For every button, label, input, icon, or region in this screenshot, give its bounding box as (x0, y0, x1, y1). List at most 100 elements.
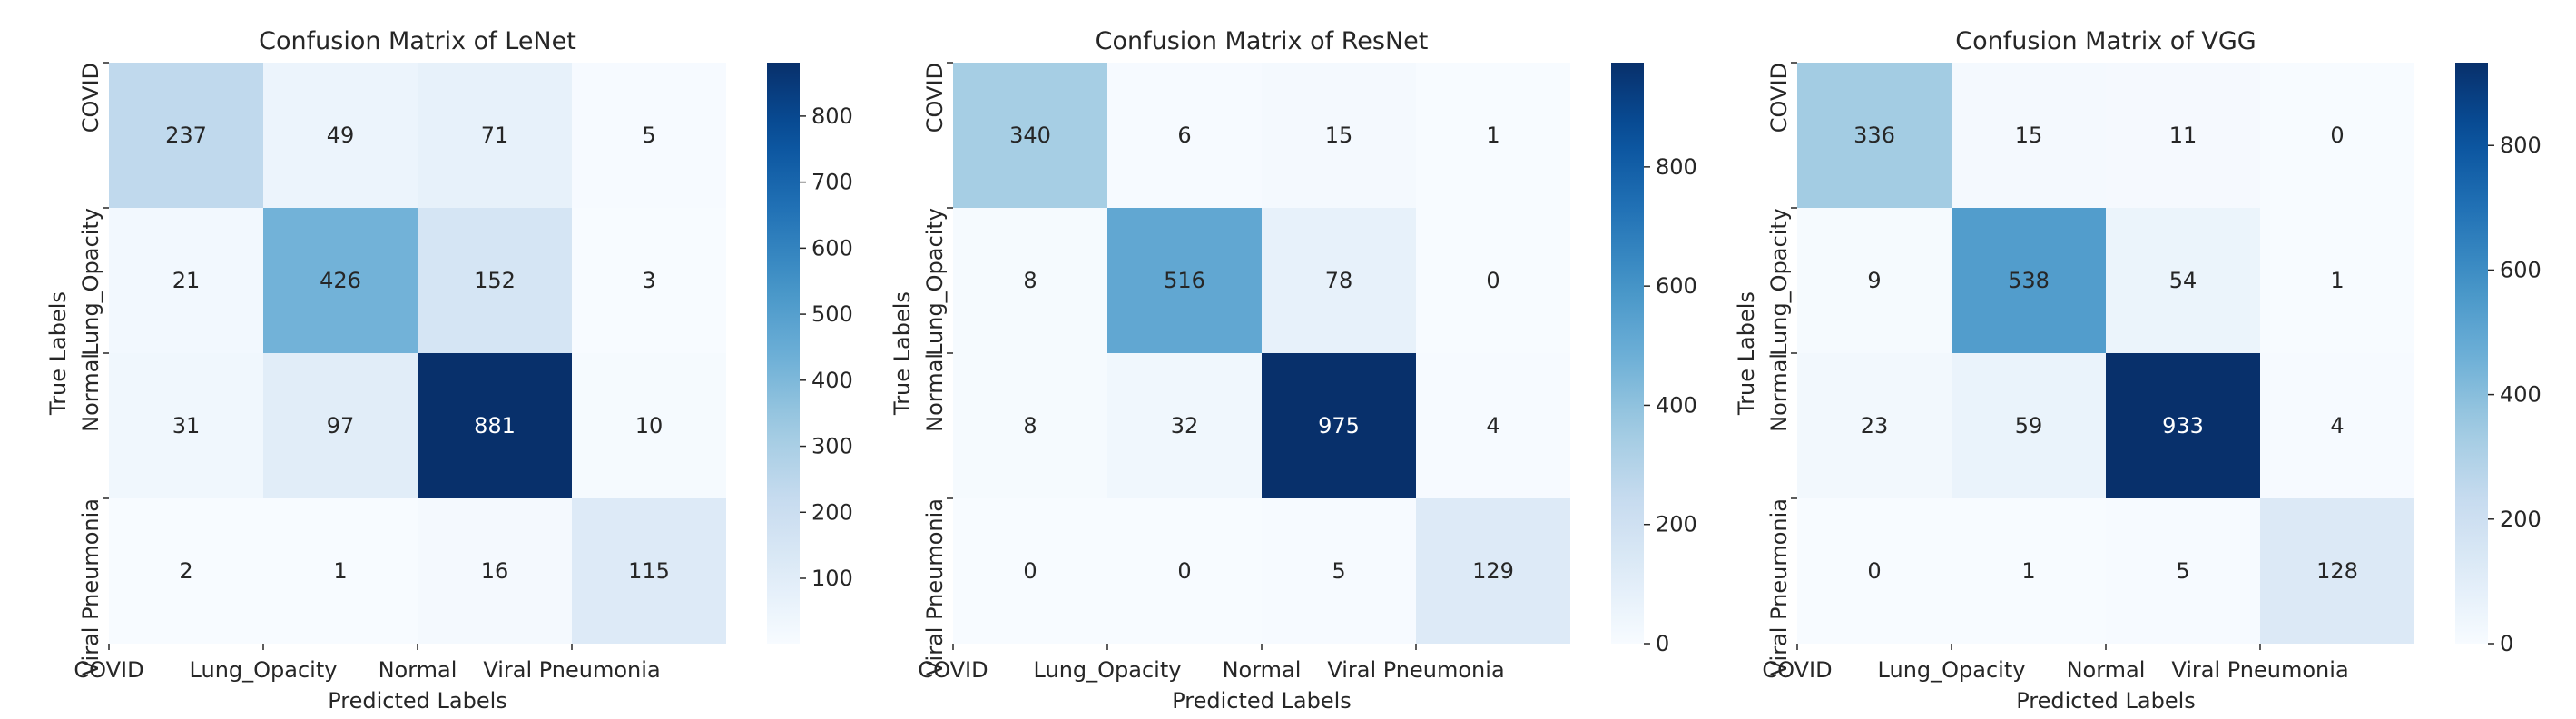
colorbar-tick-label: 200 (811, 499, 853, 525)
cell-value-label: 0 (1486, 268, 1499, 293)
cell-value-label: 975 (1318, 413, 1360, 438)
heatmap-cell (1416, 208, 1570, 353)
colorbar-tick-label: 500 (811, 301, 853, 327)
heatmap-cell (2260, 498, 2414, 644)
heatmap-cell (953, 63, 1107, 208)
y-tick-label: COVID (1766, 63, 1792, 133)
cell-value-label: 237 (165, 123, 207, 148)
x-tick-label: COVID (74, 657, 143, 683)
x-tick-label: Normal (2067, 657, 2146, 683)
colorbar-tick-label: 600 (1656, 273, 1697, 299)
heatmap-cell (572, 498, 726, 644)
y-tick-label: Viral Pneumonia (922, 498, 948, 675)
cell-value-label: 16 (481, 558, 509, 584)
heatmap-cell (263, 63, 418, 208)
cell-value-label: 5 (2176, 558, 2189, 584)
x-tick-label: Normal (379, 657, 457, 683)
colorbar-tick-label: 0 (1656, 631, 1669, 656)
y-axis-label: True Labels (45, 291, 71, 416)
colorbar-tick-label: 400 (2500, 382, 2542, 408)
heatmap-cell (2106, 63, 2260, 208)
heatmap-cell (109, 208, 263, 353)
colorbar-tick-label: 100 (811, 566, 853, 591)
cell-value-label: 336 (1853, 123, 1895, 148)
cell-value-label: 5 (642, 123, 655, 148)
cell-value-label: 1 (2330, 268, 2344, 293)
y-tick-label: Normal (922, 353, 948, 432)
y-tick-label: COVID (78, 63, 103, 133)
cell-value-label: 1 (2021, 558, 2035, 584)
x-tick-label: Lung_Opacity (190, 657, 338, 683)
heatmap-cell (2260, 208, 2414, 353)
heatmap-cell (2106, 498, 2260, 644)
x-tick-label: Viral Pneumonia (1327, 657, 1504, 683)
x-axis-label: Predicted Labels (2016, 688, 2196, 714)
confusion-matrix-panel: Confusion Matrix of ResNet 340 6 15 1 8 516 78 0… (890, 27, 1697, 714)
heatmap-cell (1262, 353, 1416, 498)
heatmap-cell (572, 63, 726, 208)
heatmap-cell (1797, 208, 1952, 353)
heatmap-cell (572, 353, 726, 498)
heatmap-cell (109, 353, 263, 498)
cell-value-label: 0 (1867, 558, 1881, 584)
x-axis-label: Predicted Labels (1172, 688, 1352, 714)
heatmap-cell (1262, 498, 1416, 644)
cell-value-label: 49 (327, 123, 355, 148)
heatmap-cell (953, 498, 1107, 644)
heatmap-cell (1952, 208, 2106, 353)
heatmap-cell (1952, 353, 2106, 498)
colorbar-tick-label: 300 (811, 434, 853, 459)
y-tick-label: Normal (1766, 353, 1792, 432)
heatmap-cell (1107, 353, 1262, 498)
chart-title: Confusion Matrix of VGG (1955, 27, 2256, 55)
cell-value-label: 1 (1486, 123, 1499, 148)
cell-value-label: 516 (1164, 268, 1205, 293)
heatmap-cell (1107, 498, 1262, 644)
cell-value-label: 0 (1177, 558, 1191, 584)
cell-value-label: 1 (333, 558, 347, 584)
colorbar-tick-label: 700 (811, 170, 853, 195)
colorbar-tick-label: 800 (2500, 133, 2542, 158)
cell-value-label: 59 (2015, 413, 2043, 438)
heatmap-cell (1262, 208, 1416, 353)
x-axis-label: Predicted Labels (328, 688, 507, 714)
colorbar-tick-label: 600 (811, 235, 853, 261)
heatmap-cell (418, 498, 572, 644)
heatmap-cell (1797, 353, 1952, 498)
cell-value-label: 8 (1023, 268, 1037, 293)
cell-value-label: 129 (1472, 558, 1514, 584)
y-axis-label: True Labels (890, 291, 915, 416)
x-tick-label: Viral Pneumonia (2171, 657, 2348, 683)
cell-value-label: 933 (2162, 413, 2204, 438)
cell-value-label: 15 (2015, 123, 2043, 148)
heatmap-cell (1107, 63, 1262, 208)
cell-value-label: 9 (1867, 268, 1881, 293)
cell-value-label: 78 (1325, 268, 1353, 293)
heatmap-cell (1797, 498, 1952, 644)
heatmap-cell (418, 353, 572, 498)
colorbar (1611, 63, 1644, 644)
heatmap-cell (418, 208, 572, 353)
cell-value-label: 31 (172, 413, 201, 438)
x-tick-label: Normal (1223, 657, 1302, 683)
colorbar-tick-label: 600 (2500, 257, 2542, 282)
colorbar-tick-label: 200 (2500, 507, 2542, 532)
cell-value-label: 115 (628, 558, 670, 584)
cell-value-label: 32 (1171, 413, 1199, 438)
cell-value-label: 21 (172, 268, 201, 293)
colorbar-tick-label: 400 (811, 368, 853, 393)
heatmap-cell (1797, 63, 1952, 208)
heatmap-cell (2106, 208, 2260, 353)
colorbar-tick-label: 400 (1656, 392, 1697, 418)
colorbar-tick-label: 200 (1656, 512, 1697, 537)
heatmap-cell (953, 208, 1107, 353)
heatmap-cell (418, 63, 572, 208)
heatmap-cell (572, 208, 726, 353)
cell-value-label: 538 (2008, 268, 2050, 293)
x-tick-label: COVID (918, 657, 988, 683)
colorbar (767, 63, 800, 644)
heatmap-cell (109, 63, 263, 208)
heatmap-cell (1952, 498, 2106, 644)
